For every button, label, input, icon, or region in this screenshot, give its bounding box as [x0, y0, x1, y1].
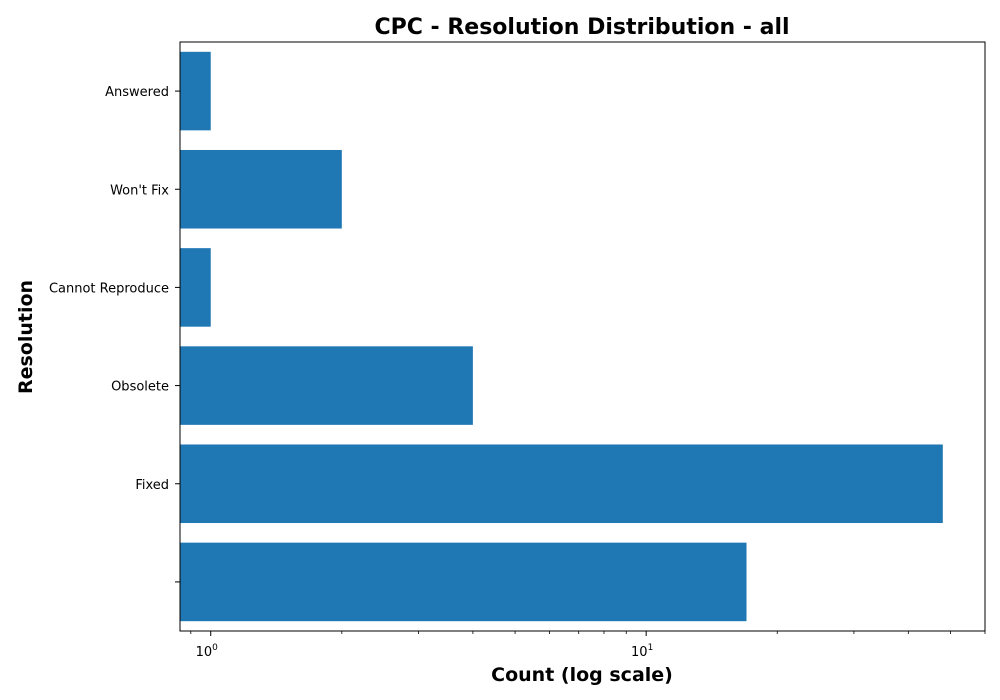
x-tick-base-1: 10 [631, 645, 648, 660]
bar-4 [180, 444, 943, 524]
bar-5 [180, 542, 747, 622]
y-tick-label-2: Cannot Reproduce [49, 281, 169, 296]
x-tick-exponent-1: 1 [648, 643, 654, 653]
x-tick-label-0: 100 [196, 643, 219, 660]
y-tick-label-0: Answered [105, 85, 169, 100]
x-tick-base-0: 10 [196, 645, 213, 660]
bar-0 [180, 51, 211, 131]
x-axis: 100 101 [190, 631, 986, 660]
bar-2 [180, 248, 211, 327]
bar-3 [180, 346, 473, 425]
x-tick-label-1: 101 [631, 643, 653, 660]
bars [180, 51, 943, 622]
bar-1 [180, 149, 342, 229]
y-tick-label-4: Fixed [135, 478, 169, 493]
chart-title: CPC - Resolution Distribution - all [374, 15, 789, 40]
plot-area-frame [179, 41, 986, 632]
y-tick-label-3: Obsolete [111, 380, 169, 395]
y-axis: Answered Won't Fix Cannot Reproduce Obsolet… [49, 85, 180, 583]
y-axis-label: Resolution [15, 280, 37, 394]
x-tick-exponent-0: 0 [212, 643, 218, 653]
x-axis-label: Count (log scale) [491, 664, 673, 686]
y-tick-label-1: Won't Fix [110, 183, 169, 198]
